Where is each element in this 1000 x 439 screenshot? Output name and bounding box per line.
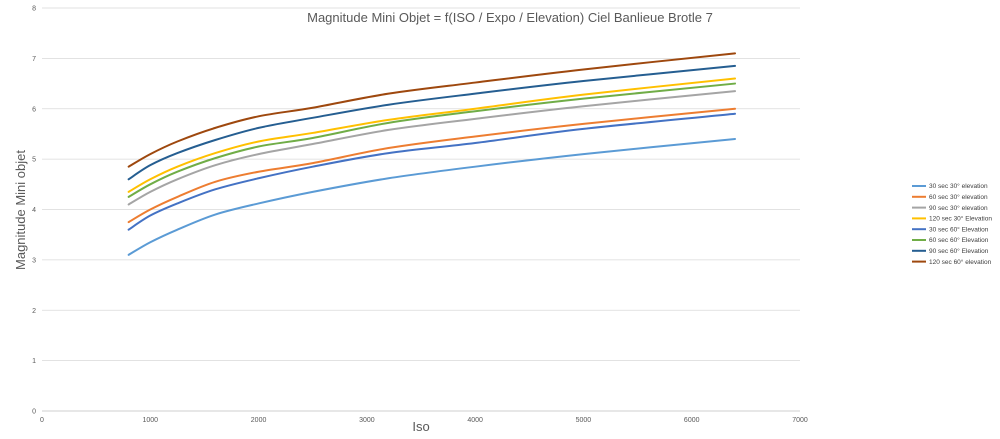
- series-line-6: [127, 82, 737, 198]
- series-line-5: [127, 112, 737, 231]
- y-tick-label: 2: [32, 308, 36, 315]
- series-line-4: [127, 77, 737, 193]
- y-tick-label: 1: [32, 358, 36, 365]
- legend-label: 90 sec 30° elevation: [929, 204, 988, 212]
- y-tick-label: 7: [32, 56, 36, 63]
- legend-label: 120 sec 60° elevation: [929, 258, 992, 266]
- x-tick-label: 3000: [359, 417, 375, 424]
- y-tick-label: 3: [32, 257, 36, 264]
- x-tick-label: 4000: [467, 417, 483, 424]
- x-axis-title: Iso: [412, 419, 429, 434]
- y-tick-label: 0: [32, 409, 36, 416]
- legend-label: 120 sec 30° Elevation: [929, 215, 992, 223]
- series-lines: [127, 52, 737, 256]
- y-axis-title: Magnitude Mini objet: [13, 150, 28, 270]
- y-tick-label: 8: [32, 6, 36, 13]
- y-tick-label: 5: [32, 157, 36, 164]
- x-tick-label: 0: [40, 417, 44, 424]
- series-line-7: [127, 64, 737, 181]
- chart-title: Magnitude Mini Objet = f(ISO / Expo / El…: [307, 10, 713, 25]
- x-tick-label: 7000: [792, 417, 808, 424]
- y-tick-label: 4: [32, 207, 36, 214]
- gridlines: [42, 7, 800, 412]
- x-tick-label: 1000: [142, 417, 158, 424]
- x-tick-label: 2000: [251, 417, 267, 424]
- x-tick-label: 6000: [684, 417, 700, 424]
- x-tick-label: 5000: [576, 417, 592, 424]
- series-line-8: [127, 52, 737, 168]
- legend-label: 60 sec 60° Elevation: [929, 236, 989, 244]
- series-line-1: [127, 137, 737, 256]
- legend-label: 90 sec 60° Elevation: [929, 247, 989, 255]
- series-line-3: [127, 90, 737, 206]
- legend-label: 30 sec 30° elevation: [929, 182, 988, 190]
- series-line-2: [127, 107, 737, 224]
- legend-label: 60 sec 30° elevation: [929, 193, 988, 201]
- legend-label: 30 sec 60° Elevation: [929, 225, 989, 233]
- axes: 0 1 2 3 4 5 6 7 8 0 1000 2000 3000 4000 5000 6000 7000: [32, 6, 808, 425]
- y-tick-label: 6: [32, 106, 36, 113]
- legend: 30 sec 30° elevation 60 sec 30° elevation…: [912, 182, 992, 266]
